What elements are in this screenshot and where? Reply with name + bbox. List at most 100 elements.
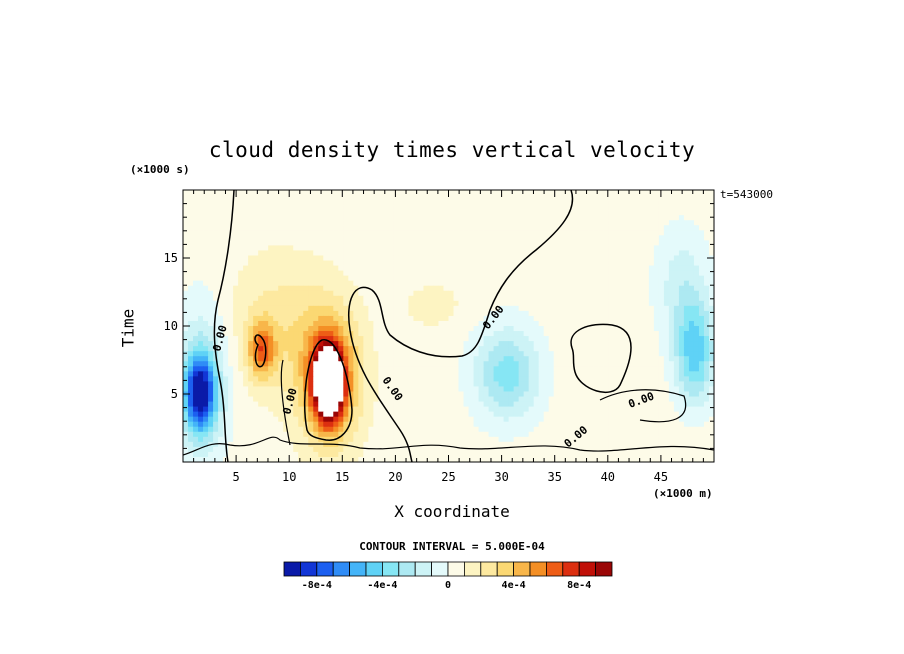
field-cell xyxy=(518,331,525,337)
field-cell xyxy=(348,215,354,221)
field-cell xyxy=(328,356,334,362)
field-cell xyxy=(553,386,560,393)
field-cell xyxy=(358,376,364,383)
field-cell xyxy=(203,386,209,393)
field-cell xyxy=(658,235,665,241)
field-cell xyxy=(678,371,685,377)
field-cell xyxy=(483,200,490,206)
field-cell xyxy=(213,245,219,252)
field-cell xyxy=(693,290,700,297)
field-cell xyxy=(538,356,545,362)
field-cell xyxy=(388,225,394,231)
field-cell xyxy=(688,280,695,287)
field-cell xyxy=(573,361,580,367)
field-cell xyxy=(318,220,324,226)
field-cell xyxy=(493,396,500,403)
field-cell xyxy=(278,215,284,221)
field-cell xyxy=(508,336,515,342)
field-cell xyxy=(548,295,555,302)
field-cell xyxy=(523,260,530,267)
field-cell xyxy=(268,220,274,226)
field-cell xyxy=(638,195,645,201)
field-cell xyxy=(523,250,530,257)
field-cell xyxy=(228,285,234,292)
field-cell xyxy=(548,406,555,413)
field-cell xyxy=(403,421,410,428)
field-cell xyxy=(303,245,309,252)
field-cell xyxy=(638,245,645,252)
field-cell xyxy=(373,200,379,206)
field-cell xyxy=(588,371,595,377)
field-cell xyxy=(633,295,640,302)
field-cell xyxy=(618,240,625,247)
field-cell xyxy=(288,270,294,277)
field-cell xyxy=(633,190,640,196)
field-cell xyxy=(518,391,525,398)
field-cell xyxy=(673,366,680,372)
field-cell xyxy=(283,265,289,272)
field-cell xyxy=(383,295,389,302)
field-cell xyxy=(343,381,349,388)
field-cell xyxy=(183,270,189,277)
field-cell xyxy=(383,376,389,383)
field-cell xyxy=(433,250,440,257)
field-cell xyxy=(438,341,445,347)
field-cell xyxy=(328,391,334,398)
field-cell xyxy=(368,386,374,393)
field-cell xyxy=(503,215,510,221)
field-cell xyxy=(253,320,259,327)
field-cell xyxy=(688,396,695,403)
field-cell xyxy=(578,381,585,388)
field-cell xyxy=(403,366,410,372)
field-cell xyxy=(378,346,384,352)
field-cell xyxy=(393,200,400,206)
field-cell xyxy=(653,235,660,241)
field-cell xyxy=(383,346,389,352)
field-cell xyxy=(478,310,485,317)
field-cell xyxy=(183,190,189,196)
field-cell xyxy=(248,421,254,428)
field-cell xyxy=(703,331,710,337)
field-cell xyxy=(368,396,374,403)
field-cell xyxy=(473,416,480,423)
field-cell xyxy=(668,265,675,272)
field-cell xyxy=(523,336,530,342)
field-cell xyxy=(693,421,700,428)
field-cell xyxy=(593,235,600,241)
field-cell xyxy=(573,331,580,337)
field-cell xyxy=(528,205,535,211)
field-cell xyxy=(658,376,665,383)
field-cell xyxy=(248,416,254,423)
field-cell xyxy=(343,336,349,342)
field-cell xyxy=(448,305,455,312)
field-cell xyxy=(263,371,269,377)
field-cell xyxy=(663,320,670,327)
field-cell xyxy=(373,275,379,282)
field-cell xyxy=(408,300,415,307)
field-cell xyxy=(553,270,560,277)
field-cell xyxy=(398,270,405,277)
field-cell xyxy=(513,240,520,247)
field-cell xyxy=(518,270,525,277)
field-cell xyxy=(598,275,605,282)
field-cell xyxy=(463,245,470,252)
field-cell xyxy=(268,416,274,423)
field-cell xyxy=(483,240,490,247)
field-cell xyxy=(193,336,199,342)
field-cell xyxy=(593,411,600,418)
field-cell xyxy=(538,391,545,398)
field-cell xyxy=(513,371,520,377)
field-cell xyxy=(298,265,304,272)
field-cell xyxy=(453,285,460,292)
field-cell xyxy=(253,305,259,312)
field-cell xyxy=(343,235,349,241)
field-cell xyxy=(363,310,369,317)
field-cell xyxy=(578,386,585,393)
field-cell xyxy=(238,331,244,337)
field-cell xyxy=(503,220,510,226)
field-cell xyxy=(558,376,565,383)
field-cell xyxy=(578,215,585,221)
field-cell xyxy=(493,320,500,327)
field-cell xyxy=(508,285,515,292)
field-cell xyxy=(458,220,465,226)
